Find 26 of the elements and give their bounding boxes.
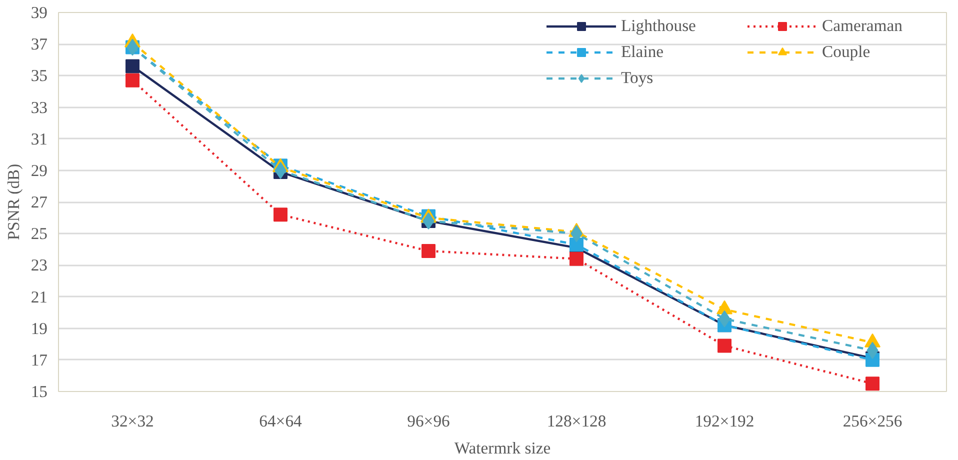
x-axis-title: Watermrk size [454,438,551,458]
legend-label: Elaine [621,42,665,62]
legend-label: Toys [621,68,654,88]
y-tick-label: 33 [30,98,48,117]
x-tick-label: 64×64 [259,412,303,430]
x-tick-label: 96×96 [407,412,450,430]
y-tick-label: 17 [30,350,48,370]
x-tick-label: 192×192 [694,412,754,430]
y-tick-label: 37 [30,34,48,54]
legend-label: Cameraman [822,16,904,36]
x-tick-label: 256×256 [842,412,902,430]
y-tick-label: 29 [30,160,48,180]
y-tick-label: 31 [30,129,48,148]
y-axis-title: PSNR (dB) [4,164,23,240]
y-tick-label: 15 [30,382,48,401]
y-tick-label: 25 [30,224,48,244]
y-tick-label: 39 [30,3,48,22]
y-tick-label: 23 [30,256,48,275]
y-tick-label: 27 [30,192,48,212]
x-tick-label: 128×128 [546,412,606,430]
legend-label: Couple [822,42,872,62]
y-tick-label: 19 [30,318,48,338]
y-tick-label: 21 [30,287,48,306]
y-tick-label: 35 [30,66,48,86]
legend-label: Lighthouse [621,16,697,36]
x-tick-label: 32×32 [111,412,154,430]
